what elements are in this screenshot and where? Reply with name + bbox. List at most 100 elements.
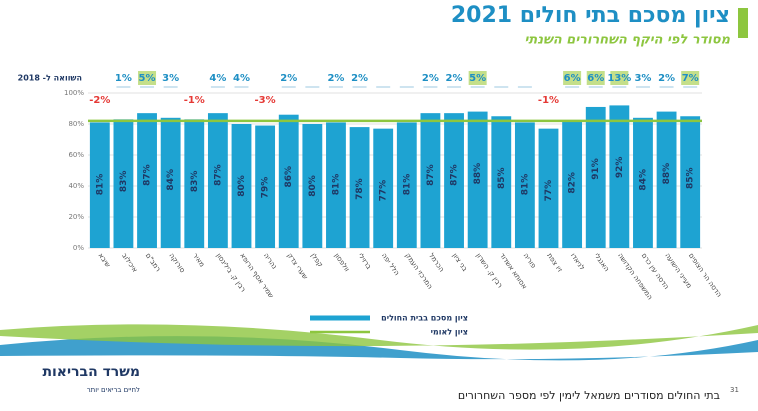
y-tick-label: 100%: [64, 89, 84, 97]
y-tick-label: 0%: [73, 244, 84, 252]
value-label: 85%: [686, 167, 696, 189]
change-label: -1%: [184, 95, 205, 106]
value-label: 84%: [638, 169, 648, 191]
bar: [302, 124, 323, 248]
bar: [207, 113, 228, 249]
bar: [137, 113, 157, 249]
bar: [491, 116, 512, 248]
change-label: 5%: [469, 73, 486, 84]
value-label: 92%: [615, 157, 625, 179]
x-tick-label: וולפסון: [333, 252, 351, 273]
legend-label: ציון מסכם בבית החולים: [381, 314, 468, 323]
change-label: 2%: [658, 73, 675, 84]
x-tick-label: הדסה הר הצופים: [687, 252, 723, 299]
value-label: 86%: [284, 166, 294, 188]
x-tick-label: הכרמל: [427, 252, 446, 274]
change-label: 3%: [634, 73, 651, 84]
bar: [467, 111, 488, 248]
change-label: 2%: [422, 73, 439, 84]
value-label: 87%: [426, 164, 436, 186]
bar: [514, 122, 535, 248]
value-label: 91%: [591, 158, 601, 180]
x-tick-label: לניאדו: [569, 252, 586, 272]
y-tick-label: 20%: [68, 213, 84, 221]
bar: [349, 127, 370, 248]
x-tick-label: בני ציון: [451, 252, 469, 273]
y-tick-label: 60%: [68, 151, 84, 159]
bar: [184, 119, 205, 248]
wave-green: [0, 324, 758, 350]
x-tick-label: סורוקה: [167, 252, 186, 275]
title-accent: [738, 8, 748, 38]
change-label: 4%: [209, 73, 226, 84]
y-tick-label: 80%: [68, 120, 84, 128]
comparison-title: השוואה ל- 2018: [18, 74, 82, 83]
x-tick-label: ברזילי: [356, 252, 373, 271]
bar: [255, 125, 276, 248]
value-label: 88%: [473, 163, 483, 185]
value-label: 81%: [520, 174, 530, 196]
change-label: 2%: [446, 73, 463, 84]
x-tick-label: זיו צפת: [545, 252, 564, 274]
bar: [278, 114, 299, 248]
change-label: 7%: [682, 73, 699, 84]
change-label: 13%: [607, 73, 631, 84]
value-label: 88%: [662, 163, 672, 185]
value-label: 83%: [119, 171, 129, 193]
change-label: 2%: [351, 73, 368, 84]
bar: [160, 117, 181, 248]
bar: [585, 106, 606, 248]
change-highlight: [138, 71, 157, 85]
value-label: 80%: [308, 175, 318, 197]
value-label: 79%: [261, 177, 271, 199]
change-label: 2%: [280, 73, 297, 84]
change-label: 4%: [233, 73, 250, 84]
bar: [89, 122, 110, 248]
value-label: 81%: [331, 174, 341, 196]
x-tick-label: קפלן: [309, 252, 324, 269]
change-label: 1%: [115, 73, 132, 84]
bar: [680, 116, 701, 248]
value-label: 81%: [402, 174, 412, 196]
bar: [396, 122, 417, 248]
value-label: 77%: [379, 180, 389, 202]
y-tick-label: 40%: [68, 182, 84, 190]
bar: [113, 119, 134, 248]
change-label: 2%: [327, 73, 344, 84]
value-label: 83%: [190, 171, 200, 193]
change-highlight: [468, 71, 487, 85]
value-label: 77%: [544, 180, 554, 202]
change-label: 6%: [564, 73, 581, 84]
x-tick-label: מאיר: [191, 252, 206, 269]
value-label: 87%: [213, 164, 223, 186]
footer-note: בתי החולים מסודרים משמאל לימין לפי מספר …: [458, 389, 720, 402]
bar: [444, 113, 464, 249]
change-highlight: [681, 71, 700, 85]
change-highlight: [586, 71, 605, 85]
subtitle: מסודר לפי היקף השחרורים השנתי: [525, 33, 731, 48]
change-highlight: [610, 71, 629, 85]
title: ציון מסכם בתי חולים 2021: [451, 3, 730, 28]
x-tick-label: שיבא: [97, 252, 112, 269]
value-label: 80%: [237, 175, 247, 197]
bar: [633, 117, 653, 248]
x-tick-label: רמב"ם: [144, 252, 162, 274]
x-tick-label: האנגלי: [592, 252, 610, 273]
slogan: לחיים בריאים יותר: [87, 386, 140, 394]
change-label: -2%: [89, 95, 110, 106]
x-tick-label: הלל יפה: [380, 252, 401, 277]
bar: [609, 105, 630, 249]
legend-label: ציון לאומי: [431, 328, 468, 337]
logo: משרד הבריאות: [42, 364, 140, 380]
bar: [656, 111, 677, 248]
x-tick-label: איכילוב: [120, 252, 139, 274]
value-label: 84%: [166, 169, 176, 191]
bar: [326, 122, 346, 248]
value-label: 87%: [143, 164, 153, 186]
value-label: 82%: [568, 172, 578, 194]
value-label: 81%: [95, 174, 105, 196]
bar: [562, 120, 583, 248]
x-tick-label: נהריה: [262, 252, 279, 271]
